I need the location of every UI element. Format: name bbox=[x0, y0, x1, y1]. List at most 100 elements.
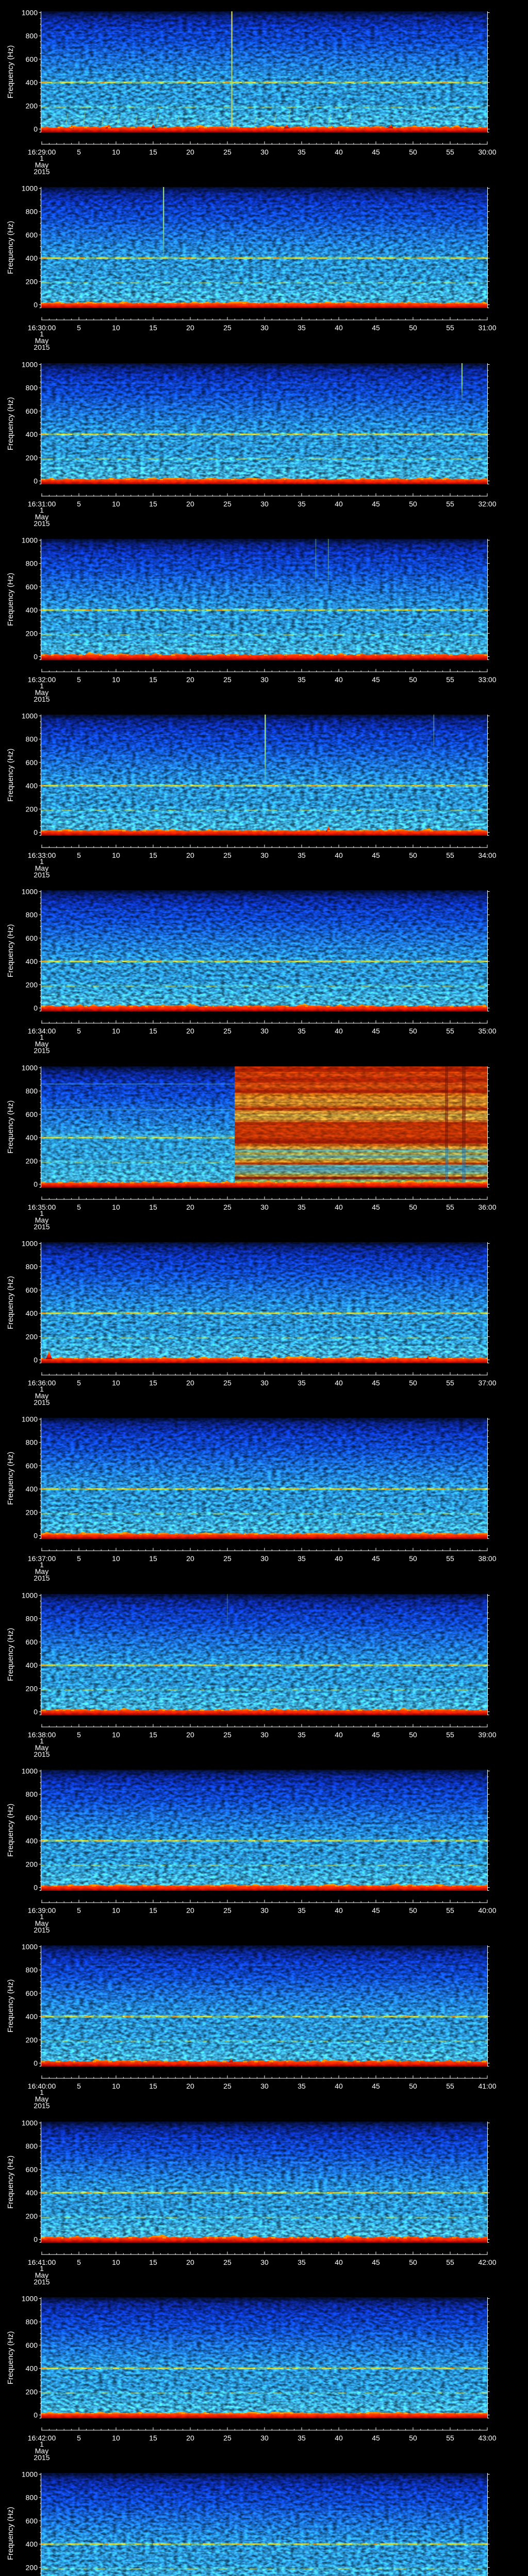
svg-text:200: 200 bbox=[26, 1860, 38, 1868]
svg-text:Frequency (Hz): Frequency (Hz) bbox=[6, 1804, 15, 1857]
svg-text:2015: 2015 bbox=[34, 1223, 50, 1231]
svg-text:40: 40 bbox=[335, 1906, 343, 1914]
svg-text:40: 40 bbox=[335, 851, 343, 859]
svg-text:16:38:00: 16:38:00 bbox=[28, 1731, 56, 1739]
svg-text:45: 45 bbox=[372, 851, 380, 859]
svg-text:5: 5 bbox=[77, 324, 81, 332]
svg-text:1000: 1000 bbox=[22, 9, 38, 17]
svg-text:1000: 1000 bbox=[22, 1240, 38, 1248]
svg-text:May: May bbox=[35, 1919, 48, 1927]
svg-text:55: 55 bbox=[446, 2434, 454, 2442]
svg-text:40: 40 bbox=[335, 2434, 343, 2442]
svg-text:30: 30 bbox=[260, 148, 269, 156]
svg-text:45: 45 bbox=[372, 1027, 380, 1035]
svg-text:Frequency (Hz): Frequency (Hz) bbox=[6, 1628, 15, 1681]
svg-text:2015: 2015 bbox=[34, 167, 50, 176]
svg-text:20: 20 bbox=[186, 2258, 194, 2266]
svg-text:55: 55 bbox=[446, 851, 454, 859]
svg-text:15: 15 bbox=[149, 2434, 157, 2442]
svg-text:1000: 1000 bbox=[22, 1591, 38, 1600]
svg-text:Frequency (Hz): Frequency (Hz) bbox=[6, 2156, 15, 2209]
svg-text:15: 15 bbox=[149, 1203, 157, 1211]
svg-text:1000: 1000 bbox=[22, 1767, 38, 1775]
svg-text:15: 15 bbox=[149, 2082, 157, 2090]
svg-text:400: 400 bbox=[26, 2189, 38, 2197]
svg-text:20: 20 bbox=[186, 1379, 194, 1387]
svg-text:50: 50 bbox=[409, 1379, 417, 1387]
svg-text:400: 400 bbox=[26, 254, 38, 262]
svg-text:45: 45 bbox=[372, 1731, 380, 1739]
svg-text:25: 25 bbox=[223, 2434, 232, 2442]
svg-text:55: 55 bbox=[446, 1379, 454, 1387]
svg-text:1: 1 bbox=[40, 1912, 44, 1921]
svg-text:200: 200 bbox=[26, 1684, 38, 1692]
svg-text:5: 5 bbox=[77, 2082, 81, 2090]
svg-text:41:00: 41:00 bbox=[478, 2082, 496, 2090]
svg-text:2015: 2015 bbox=[34, 1574, 50, 1582]
svg-text:25: 25 bbox=[223, 1554, 232, 1563]
svg-text:40: 40 bbox=[335, 1731, 343, 1739]
svg-text:1: 1 bbox=[40, 2440, 44, 2448]
svg-text:15: 15 bbox=[149, 148, 157, 156]
svg-text:200: 200 bbox=[26, 805, 38, 813]
svg-text:45: 45 bbox=[372, 675, 380, 684]
svg-text:2015: 2015 bbox=[34, 1046, 50, 1055]
svg-text:55: 55 bbox=[446, 1203, 454, 1211]
svg-text:600: 600 bbox=[26, 1814, 38, 1822]
svg-text:1: 1 bbox=[40, 1385, 44, 1393]
svg-text:15: 15 bbox=[149, 500, 157, 508]
svg-text:15: 15 bbox=[149, 2258, 157, 2266]
svg-text:20: 20 bbox=[186, 851, 194, 859]
svg-text:35: 35 bbox=[298, 324, 306, 332]
svg-text:2015: 2015 bbox=[34, 1750, 50, 1758]
svg-text:55: 55 bbox=[446, 675, 454, 684]
svg-text:40: 40 bbox=[335, 324, 343, 332]
svg-text:600: 600 bbox=[26, 407, 38, 415]
svg-text:40: 40 bbox=[335, 1027, 343, 1035]
svg-text:40: 40 bbox=[335, 2082, 343, 2090]
svg-text:200: 200 bbox=[26, 2036, 38, 2044]
svg-text:15: 15 bbox=[149, 1027, 157, 1035]
svg-text:30: 30 bbox=[260, 1379, 269, 1387]
svg-text:600: 600 bbox=[26, 1286, 38, 1294]
svg-text:600: 600 bbox=[26, 2517, 38, 2525]
svg-text:400: 400 bbox=[26, 1133, 38, 1142]
svg-text:Frequency (Hz): Frequency (Hz) bbox=[6, 924, 15, 977]
svg-text:1000: 1000 bbox=[22, 1943, 38, 1951]
svg-text:Frequency (Hz): Frequency (Hz) bbox=[6, 397, 15, 450]
svg-text:25: 25 bbox=[223, 1027, 232, 1035]
svg-text:39:00: 39:00 bbox=[478, 1731, 496, 1739]
svg-text:35: 35 bbox=[298, 1203, 306, 1211]
svg-text:35: 35 bbox=[298, 1379, 306, 1387]
svg-text:40: 40 bbox=[335, 675, 343, 684]
svg-text:40:00: 40:00 bbox=[478, 1906, 496, 1914]
svg-text:10: 10 bbox=[112, 1203, 120, 1211]
svg-text:45: 45 bbox=[372, 1203, 380, 1211]
svg-text:30: 30 bbox=[260, 500, 269, 508]
svg-text:50: 50 bbox=[409, 2082, 417, 2090]
svg-text:40: 40 bbox=[335, 500, 343, 508]
svg-text:1000: 1000 bbox=[22, 2119, 38, 2127]
svg-text:35: 35 bbox=[298, 2258, 306, 2266]
svg-text:May: May bbox=[35, 864, 48, 872]
svg-text:35: 35 bbox=[298, 500, 306, 508]
svg-text:45: 45 bbox=[372, 324, 380, 332]
svg-text:20: 20 bbox=[186, 1203, 194, 1211]
svg-text:15: 15 bbox=[149, 1554, 157, 1563]
svg-text:5: 5 bbox=[77, 1379, 81, 1387]
svg-text:0: 0 bbox=[34, 1532, 38, 1540]
svg-text:800: 800 bbox=[26, 1966, 38, 1974]
svg-text:800: 800 bbox=[26, 1615, 38, 1623]
svg-text:1: 1 bbox=[40, 682, 44, 690]
svg-text:25: 25 bbox=[223, 1731, 232, 1739]
svg-text:35: 35 bbox=[298, 851, 306, 859]
svg-text:10: 10 bbox=[112, 851, 120, 859]
svg-text:25: 25 bbox=[223, 148, 232, 156]
svg-text:30:00: 30:00 bbox=[478, 148, 496, 156]
svg-text:10: 10 bbox=[112, 675, 120, 684]
svg-text:30: 30 bbox=[260, 1906, 269, 1914]
svg-text:800: 800 bbox=[26, 1087, 38, 1095]
svg-text:Frequency (Hz): Frequency (Hz) bbox=[6, 1452, 15, 1505]
svg-text:400: 400 bbox=[26, 1837, 38, 1845]
svg-text:Frequency (Hz): Frequency (Hz) bbox=[6, 573, 15, 626]
